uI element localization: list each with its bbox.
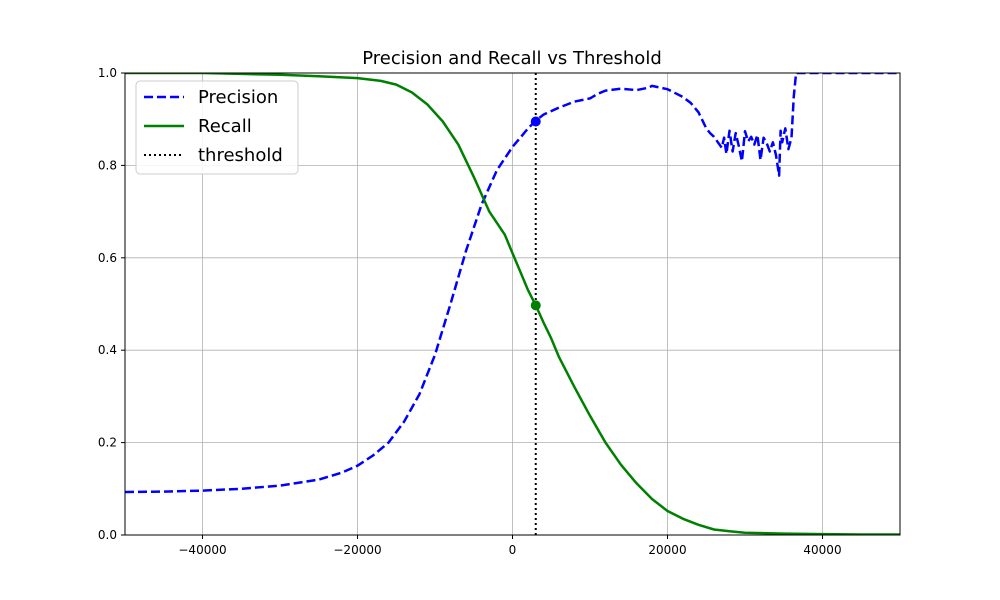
- legend-label-threshold: threshold: [198, 145, 283, 166]
- series-line-recall: [125, 73, 900, 535]
- y-tick-label: 0.2: [98, 436, 117, 450]
- y-tick-label: 1.0: [98, 66, 117, 80]
- legend-label-recall: Recall: [198, 116, 252, 137]
- chart-title: Precision and Recall vs Threshold: [362, 48, 662, 69]
- y-tick-label: 0.6: [98, 251, 117, 265]
- x-tick-label: 20000: [648, 543, 686, 557]
- series-line-precision: [125, 73, 900, 494]
- x-tick-label: −20000: [333, 543, 381, 557]
- legend: Precision Recall threshold: [135, 80, 299, 175]
- series-layer: [125, 73, 900, 535]
- x-tick-label: −40000: [178, 543, 226, 557]
- legend-box: [135, 80, 299, 175]
- y-tick-label: 0.8: [98, 158, 117, 172]
- x-tick-label: 40000: [803, 543, 841, 557]
- recall-threshold-point: [530, 300, 541, 311]
- axes-layer: −40000 −20000 0 20000 40000 0.0 0.2 0.4 0.6 0.8 1.…: [98, 66, 901, 557]
- x-tick-label: 0: [509, 543, 517, 557]
- legend-label-precision: Precision: [198, 87, 278, 108]
- precision-threshold-point: [530, 116, 541, 127]
- y-tick-label: 0.0: [98, 528, 117, 542]
- y-tick-label: 0.4: [98, 343, 117, 357]
